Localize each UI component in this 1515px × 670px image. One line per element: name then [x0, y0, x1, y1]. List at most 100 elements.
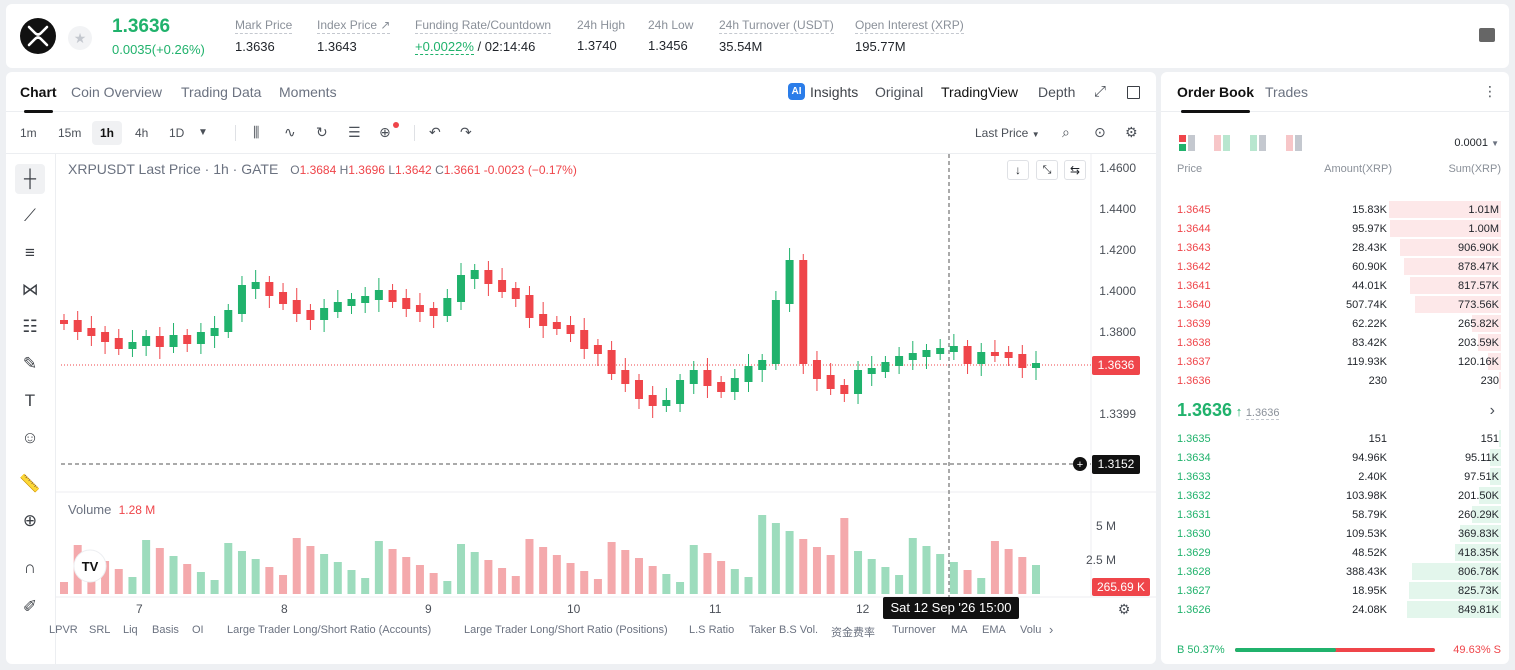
- timeframe-1m[interactable]: 1m: [20, 126, 37, 140]
- bid-row[interactable]: 1.3627 18.95K 825.73K: [1161, 581, 1509, 600]
- ask-row[interactable]: 1.3643 28.43K 906.90K: [1161, 238, 1509, 257]
- book-icon[interactable]: [1479, 28, 1495, 42]
- bid-row[interactable]: 1.3631 58.79K 260.29K: [1161, 505, 1509, 524]
- ask-row[interactable]: 1.3644 95.97K 1.00M: [1161, 219, 1509, 238]
- tab-coin-overview[interactable]: Coin Overview: [71, 84, 163, 100]
- text-tool-icon[interactable]: T: [24, 391, 36, 410]
- indicator-basis[interactable]: Basis: [152, 624, 179, 636]
- add-icon[interactable]: ⊕: [379, 122, 399, 141]
- favorite-star-icon[interactable]: ★: [68, 26, 92, 50]
- indicator-volume[interactable]: Volu: [1020, 624, 1042, 636]
- pattern-icon[interactable]: ⋈: [21, 280, 39, 299]
- emoji-icon[interactable]: ☺: [21, 428, 39, 447]
- ask-row[interactable]: 1.3640 507.74K 773.56K: [1161, 295, 1509, 314]
- indicators-icon[interactable]: ∿: [284, 124, 296, 140]
- bid-row[interactable]: 1.3629 48.52K 418.35K: [1161, 543, 1509, 562]
- search-icon[interactable]: ⌕: [1062, 124, 1070, 140]
- pencil-lock-icon[interactable]: ✐: [22, 597, 38, 616]
- indicator-ls-ratio[interactable]: L.S Ratio: [689, 624, 735, 636]
- volume-bar: [648, 566, 657, 594]
- timeframe-1d[interactable]: 1D: [169, 126, 185, 140]
- tab-depth[interactable]: Depth: [1038, 84, 1076, 100]
- last-price: 1.3636: [112, 16, 171, 37]
- chevron-down-icon[interactable]: ▼: [198, 127, 208, 138]
- indicator-lt-accounts[interactable]: Large Trader Long/Short Ratio (Accounts): [227, 624, 432, 636]
- candle-body: [730, 378, 739, 392]
- trend-line-icon[interactable]: ⟋: [24, 206, 36, 225]
- volume-bar: [771, 523, 780, 594]
- zoom-in-icon[interactable]: ⊕: [22, 511, 38, 530]
- ruler-icon[interactable]: 📏: [19, 474, 41, 493]
- indicator-oi[interactable]: OI: [192, 624, 204, 636]
- redo-icon[interactable]: ↷: [460, 124, 472, 140]
- bid-row[interactable]: 1.3630 109.53K 369.83K: [1161, 524, 1509, 543]
- candle-body: [155, 336, 164, 347]
- expand-icon[interactable]: ⤢: [1094, 83, 1107, 100]
- bid-row[interactable]: 1.3633 2.40K 97.51K: [1161, 467, 1509, 486]
- ask-row[interactable]: 1.3638 83.42K 203.59K: [1161, 333, 1509, 352]
- timeframe-4h[interactable]: 4h: [135, 126, 149, 140]
- tab-original[interactable]: Original: [875, 84, 924, 100]
- tab-moments[interactable]: Moments: [279, 84, 337, 100]
- chevron-right-icon[interactable]: ›: [1049, 622, 1054, 637]
- chevron-right-icon[interactable]: ›: [1489, 402, 1495, 419]
- ask-row[interactable]: 1.3636 230 230: [1161, 371, 1509, 390]
- refresh-icon[interactable]: ↻: [316, 124, 328, 140]
- volume-bar: [936, 554, 945, 594]
- indicator-taker-vol[interactable]: Taker B.S Vol.: [749, 624, 819, 636]
- tab-trading-data[interactable]: Trading Data: [181, 84, 262, 100]
- indicator-lt-positions[interactable]: Large Trader Long/Short Ratio (Positions…: [464, 624, 668, 636]
- view-both-icon[interactable]: [1179, 135, 1195, 151]
- more-options-icon[interactable]: ⋮: [1483, 83, 1497, 99]
- ask-row[interactable]: 1.3637 119.93K 120.16K: [1161, 352, 1509, 371]
- ask-row[interactable]: 1.3645 15.83K 1.01M: [1161, 200, 1509, 219]
- magnet-icon[interactable]: ∩: [23, 558, 37, 577]
- ask-row[interactable]: 1.3641 44.01K 817.57K: [1161, 276, 1509, 295]
- maximize-icon[interactable]: [1127, 86, 1140, 99]
- candle-body: [443, 298, 452, 316]
- price-source-select[interactable]: Last Price ▼: [975, 126, 1040, 140]
- settings-gear-icon[interactable]: ⚙: [1125, 124, 1138, 140]
- camera-icon[interactable]: ⊙: [1094, 124, 1106, 140]
- view-asks-icon[interactable]: [1286, 135, 1302, 151]
- tab-tradingview[interactable]: TradingView: [941, 84, 1019, 100]
- indicator-liq[interactable]: Liq: [123, 624, 138, 636]
- tab-chart[interactable]: Chart: [20, 84, 57, 113]
- horizontal-lines-icon[interactable]: ≡: [25, 243, 35, 262]
- indicator-ema[interactable]: EMA: [982, 624, 1006, 636]
- tab-insights[interactable]: Insights: [810, 84, 859, 100]
- indicator-funding[interactable]: 资金费率: [831, 627, 875, 639]
- brush-icon[interactable]: ✎: [22, 354, 38, 373]
- template-icon[interactable]: ☰: [348, 124, 361, 140]
- candle-type-icon[interactable]: ⫼: [253, 124, 260, 140]
- fib-icon[interactable]: ☷: [22, 317, 38, 336]
- undo-icon[interactable]: ↶: [429, 124, 441, 140]
- stat-index-price[interactable]: Index Price ↗ 1.3643: [317, 18, 391, 54]
- view-mixed-icon[interactable]: [1214, 135, 1230, 151]
- scroll-down-icon[interactable]: ↓: [1007, 160, 1029, 180]
- bid-row[interactable]: 1.3634 94.96K 95.11K: [1161, 448, 1509, 467]
- precision-select[interactable]: 0.0001 ▼: [1454, 137, 1499, 149]
- tab-order-book[interactable]: Order Book: [1177, 84, 1255, 113]
- ask-row[interactable]: 1.3639 62.22K 265.82K: [1161, 314, 1509, 333]
- bid-row[interactable]: 1.3626 24.08K 849.81K: [1161, 600, 1509, 619]
- crosshair-icon[interactable]: ┼: [15, 164, 45, 194]
- view-bids-icon[interactable]: [1250, 135, 1266, 151]
- row-sum: 1.01M: [1468, 204, 1499, 216]
- bid-row[interactable]: 1.3635 151 151: [1161, 429, 1509, 448]
- collapse-icon[interactable]: ⤡: [1036, 160, 1058, 180]
- timeframe-1h[interactable]: 1h: [92, 121, 123, 145]
- toggle-icon[interactable]: ⇆: [1064, 160, 1086, 180]
- bid-row[interactable]: 1.3628 388.43K 806.78K: [1161, 562, 1509, 581]
- candlestick-chart[interactable]: + TV ⚙: [6, 72, 1156, 664]
- indicator-srl[interactable]: SRL: [89, 624, 111, 636]
- ask-row[interactable]: 1.3642 60.90K 878.47K: [1161, 257, 1509, 276]
- bid-row[interactable]: 1.3632 103.98K 201.50K: [1161, 486, 1509, 505]
- timeframe-15m[interactable]: 15m: [58, 126, 82, 140]
- mid-price-row[interactable]: 1.3636 ↑ 1.3636: [1177, 400, 1280, 421]
- indicator-turnover[interactable]: Turnover: [892, 624, 936, 636]
- indicator-lpvr[interactable]: LPVR: [49, 624, 78, 636]
- ai-insights-icon[interactable]: AI: [788, 83, 805, 100]
- indicator-ma[interactable]: MA: [951, 624, 968, 636]
- tab-trades[interactable]: Trades: [1265, 84, 1309, 100]
